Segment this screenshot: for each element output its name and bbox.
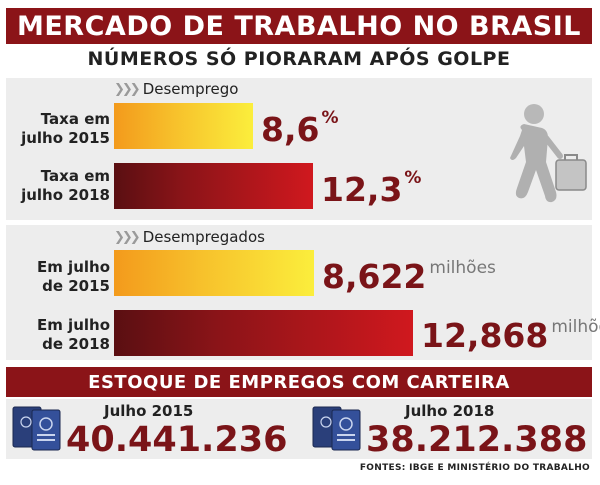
section-label-text: Desemprego	[142, 80, 239, 98]
page-subtitle: NÚMEROS SÓ PIORARAM APÓS GOLPE	[87, 48, 511, 70]
bar-desempregados-2015	[114, 250, 314, 296]
value-taxa-2015: 8,6 %	[261, 108, 339, 149]
row-label-taxa-2015: Taxa em julho 2015	[10, 110, 110, 148]
source-footnote: FONTES: IBGE E MINISTÉRIO DO TRABALHO	[359, 463, 590, 473]
chevron-double-icon: ❯❯❯	[114, 229, 141, 245]
stock-label-2018: Julho 2018	[405, 402, 495, 420]
work-card-booklet-icon	[312, 406, 361, 451]
value-taxa-2018: 12,3 %	[321, 168, 422, 209]
page-title: MERCADO DE TRABALHO NO BRASIL	[6, 8, 592, 44]
row-label-line: de 2018	[42, 335, 110, 353]
chevron-double-icon: ❯❯❯	[114, 81, 141, 97]
row-label-em-2018: Em julho de 2018	[10, 316, 110, 354]
bar-taxa-2018	[114, 163, 313, 209]
row-label-line: Taxa em	[40, 110, 110, 128]
row-label-line: julho 2015	[21, 129, 110, 147]
row-label-line: Em julho	[36, 316, 110, 334]
stock-title-bar: ESTOQUE DE EMPREGOS COM CARTEIRA	[6, 367, 592, 397]
bar-value-unit: %	[321, 108, 339, 128]
bar-value-unit: %	[404, 168, 422, 188]
row-label-taxa-2018: Taxa em julho 2018	[10, 167, 110, 205]
bar-value-number: 12,3	[321, 170, 403, 209]
bar-desempregados-2018	[114, 310, 413, 356]
bar-value-unit: milhões	[551, 317, 600, 337]
bar-taxa-2015	[114, 103, 253, 149]
walking-worker-briefcase-icon	[510, 104, 587, 203]
bar-value-number: 8,622	[322, 257, 427, 296]
bar-value-unit: milhões	[429, 258, 496, 278]
stock-panel	[6, 399, 592, 459]
section-label-desemprego: ❯❯❯ Desemprego	[114, 80, 238, 98]
row-label-line: de 2015	[42, 277, 110, 295]
value-desempregados-2018: 12,868 milhões	[421, 316, 600, 355]
row-label-em-2015: Em julho de 2015	[10, 258, 110, 296]
row-label-line: julho 2018	[21, 186, 110, 204]
work-card-booklet-icon	[12, 406, 61, 451]
bar-value-number: 12,868	[421, 316, 549, 355]
row-label-line: Taxa em	[40, 167, 110, 185]
stock-value-2015: 40.441.236	[66, 420, 288, 460]
row-label-line: Em julho	[36, 258, 110, 276]
value-desempregados-2015: 8,622 milhões	[322, 257, 496, 296]
section-label-text: Desempregados	[142, 228, 265, 246]
stock-value-2018: 38.212.388	[366, 420, 588, 460]
stock-label-2015: Julho 2015	[104, 402, 194, 420]
section-label-desempregados: ❯❯❯ Desempregados	[114, 228, 265, 246]
bar-value-number: 8,6	[261, 110, 320, 149]
